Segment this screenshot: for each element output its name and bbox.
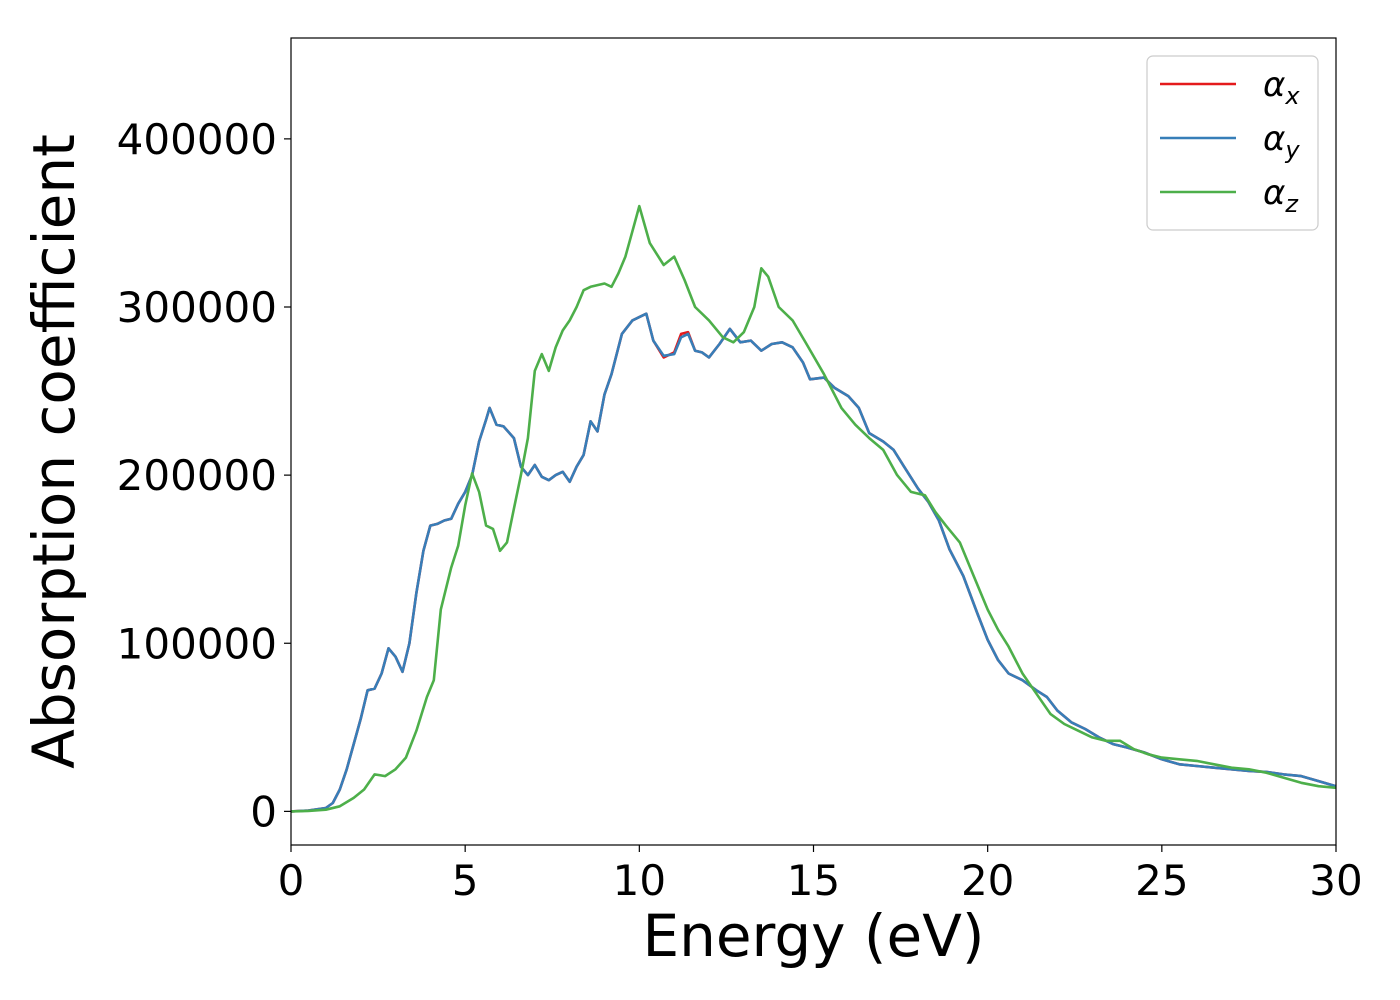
y-tick-label: 100000: [117, 619, 277, 668]
legend-box: [1146, 55, 1319, 231]
x-tick-label: 30: [1309, 856, 1362, 905]
x-tick-label: 15: [787, 856, 840, 905]
x-tick-label: 10: [613, 856, 666, 905]
series-layer: [291, 204, 1336, 813]
y-tick-label: 300000: [117, 283, 277, 332]
x-axis-label: Energy (eV): [642, 902, 984, 970]
x-tick-label: 25: [1135, 856, 1188, 905]
x-tick-label: 0: [278, 856, 305, 905]
series-line-y: [291, 312, 1336, 813]
series-line-z: [291, 204, 1336, 813]
axis-ticks: 0 5 10 15 20 25 30 0 100000 200000 300000 400000: [117, 115, 1363, 905]
legend-label-z: αz: [1263, 173, 1299, 218]
legend-label-x: αx: [1263, 65, 1300, 110]
y-tick-label: 400000: [117, 115, 277, 164]
x-tick-label: 20: [961, 856, 1014, 905]
legend-label-y: αy: [1263, 119, 1300, 164]
x-tick-label: 5: [452, 856, 479, 905]
legend: αx αy αz: [1146, 55, 1319, 231]
y-tick-label: 200000: [117, 451, 277, 500]
y-axis-label: Absorption coefficient: [20, 134, 88, 769]
y-tick-label: 0: [250, 787, 277, 836]
